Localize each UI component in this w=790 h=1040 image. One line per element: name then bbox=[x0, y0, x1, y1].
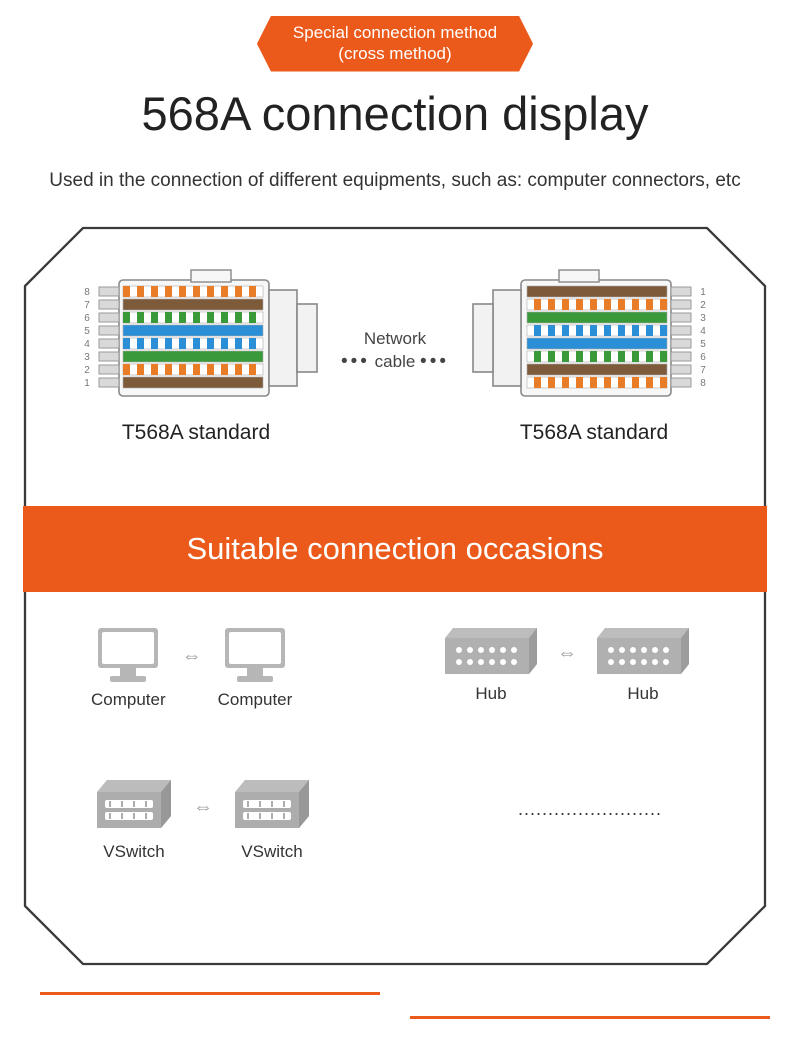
vswitch-item-1: VSwitch bbox=[91, 774, 177, 862]
accent-line-right bbox=[410, 1016, 770, 1019]
hub-item-2: Hub bbox=[593, 624, 693, 704]
vswitch-label: VSwitch bbox=[241, 842, 302, 862]
computer-label: Computer bbox=[91, 690, 166, 710]
svg-text:8: 8 bbox=[700, 378, 706, 389]
svg-text:8: 8 bbox=[84, 287, 90, 298]
svg-text:1: 1 bbox=[84, 378, 90, 389]
svg-text:4: 4 bbox=[700, 326, 706, 337]
occasions-grid: Computer ⇔ Computer Hub ⇔ Hub VSwitch bbox=[23, 624, 767, 944]
hub-icon bbox=[441, 624, 541, 678]
band-text: Suitable connection occasions bbox=[186, 531, 603, 567]
svg-text:6: 6 bbox=[84, 313, 90, 324]
connector-left-label: T568A standard bbox=[71, 421, 321, 445]
accent-line-left bbox=[40, 992, 380, 995]
diagram-frame: 8 7 6 5 4 3 2 1 T568A standard Network ••• cabl… bbox=[23, 226, 767, 966]
more-ellipsis: ........................ bbox=[518, 799, 662, 820]
svg-text:7: 7 bbox=[84, 300, 90, 311]
vswitch-icon bbox=[229, 774, 315, 836]
connector-row: 8 7 6 5 4 3 2 1 T568A standard Network ••• cabl… bbox=[23, 268, 767, 448]
svg-text:5: 5 bbox=[84, 326, 90, 337]
svg-text:5: 5 bbox=[700, 339, 706, 350]
svg-text:3: 3 bbox=[700, 313, 706, 324]
hub-icon bbox=[593, 624, 693, 678]
hub-item-1: Hub bbox=[441, 624, 541, 704]
hub-label: Hub bbox=[627, 684, 658, 704]
connector-right: 1 2 3 4 5 6 7 8 T568A standard bbox=[469, 268, 719, 445]
pair-computer: Computer ⇔ Computer bbox=[91, 624, 292, 710]
vswitch-label: VSwitch bbox=[103, 842, 164, 862]
pair-vswitch: VSwitch ⇔ VSwitch bbox=[91, 774, 315, 862]
svg-text:2: 2 bbox=[700, 300, 706, 311]
bidir-arrow-icon: ⇔ bbox=[557, 642, 577, 687]
svg-text:6: 6 bbox=[700, 352, 706, 363]
vswitch-icon bbox=[91, 774, 177, 836]
connector-left: 8 7 6 5 4 3 2 1 T568A standard bbox=[71, 268, 321, 445]
cable-word: cable bbox=[375, 352, 416, 371]
computer-item-2: Computer bbox=[218, 624, 293, 710]
dots-right-icon: ••• bbox=[420, 351, 449, 372]
svg-text:7: 7 bbox=[700, 365, 706, 376]
pair-hub: Hub ⇔ Hub bbox=[441, 624, 693, 704]
badge-line2: (cross method) bbox=[293, 43, 497, 64]
network-cable-label: Network ••• cable ••• bbox=[341, 328, 449, 375]
svg-text:2: 2 bbox=[84, 365, 90, 376]
computer-label: Computer bbox=[218, 690, 293, 710]
section-band: Suitable connection occasions bbox=[23, 506, 767, 592]
page-title: 568A connection display bbox=[0, 86, 790, 141]
hub-label: Hub bbox=[475, 684, 506, 704]
svg-text:4: 4 bbox=[84, 339, 90, 350]
page-subtitle: Used in the connection of different equi… bbox=[0, 170, 790, 192]
vswitch-item-2: VSwitch bbox=[229, 774, 315, 862]
cable-text-top: Network bbox=[341, 328, 449, 350]
badge-line1: Special connection method bbox=[293, 22, 497, 43]
dots-left-icon: ••• bbox=[341, 351, 370, 372]
computer-icon bbox=[92, 624, 164, 684]
rj45-right-icon: 1 2 3 4 5 6 7 8 bbox=[469, 268, 719, 408]
computer-item-1: Computer bbox=[91, 624, 166, 710]
connector-right-label: T568A standard bbox=[469, 421, 719, 445]
svg-text:3: 3 bbox=[84, 352, 90, 363]
cable-text-bottom: ••• cable ••• bbox=[341, 350, 449, 375]
bidir-arrow-icon: ⇔ bbox=[193, 796, 213, 841]
header-badge: Special connection method (cross method) bbox=[257, 16, 533, 72]
bidir-arrow-icon: ⇔ bbox=[182, 645, 202, 690]
rj45-left-icon: 8 7 6 5 4 3 2 1 bbox=[71, 268, 321, 408]
computer-icon bbox=[219, 624, 291, 684]
svg-text:1: 1 bbox=[700, 287, 706, 298]
